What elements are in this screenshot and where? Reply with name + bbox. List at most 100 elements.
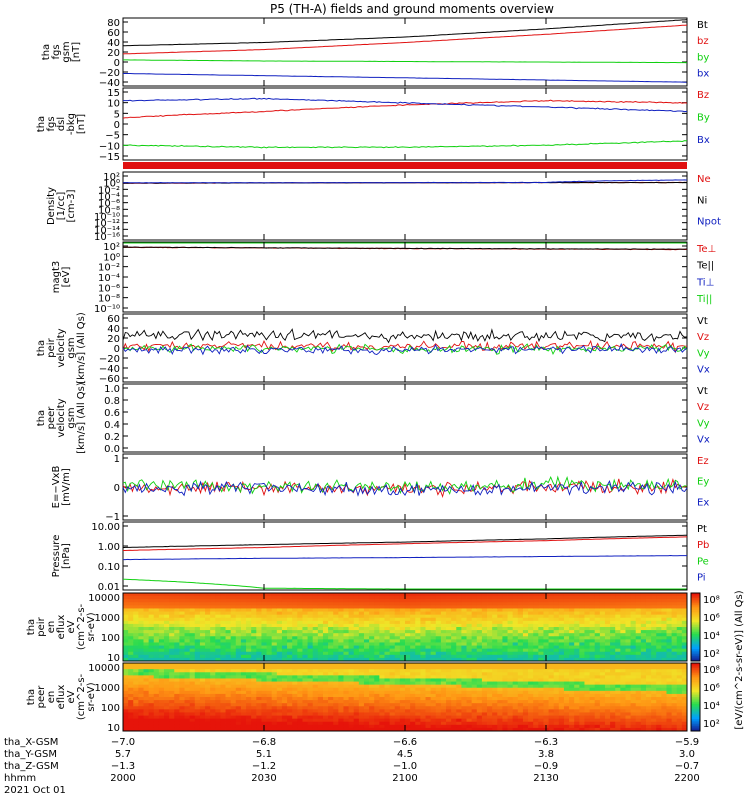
spec-cell bbox=[230, 678, 237, 682]
spec-cell bbox=[620, 687, 626, 692]
spec-cell bbox=[276, 721, 283, 726]
spec-cell bbox=[625, 669, 631, 673]
spec-cell bbox=[384, 687, 391, 692]
spec-cell bbox=[553, 672, 560, 676]
spec-cell bbox=[394, 724, 401, 729]
spec-cell bbox=[481, 681, 488, 686]
spec-cell bbox=[522, 687, 529, 692]
spec-cell bbox=[410, 697, 416, 701]
spec-cell bbox=[451, 693, 457, 698]
spec-cell bbox=[553, 666, 560, 670]
spec-cell bbox=[574, 684, 580, 689]
spec-cell bbox=[261, 608, 267, 612]
spec-cell bbox=[579, 599, 585, 603]
spec-cell bbox=[133, 642, 139, 646]
spec-cell bbox=[384, 617, 391, 622]
spec-cell bbox=[179, 715, 185, 720]
y-axis-label: sr-eV) bbox=[86, 682, 97, 711]
spec-cell bbox=[230, 599, 237, 603]
spec-cell bbox=[235, 663, 242, 667]
spec-cell bbox=[579, 620, 585, 625]
spec-cell bbox=[348, 687, 355, 692]
spec-cell bbox=[343, 690, 349, 695]
spec-cell bbox=[430, 672, 437, 676]
spec-cell bbox=[430, 605, 437, 609]
spec-cell bbox=[292, 623, 298, 628]
panel-frame bbox=[122, 241, 688, 313]
spec-cell bbox=[630, 651, 637, 656]
spec-cell bbox=[415, 666, 421, 670]
spec-cell bbox=[574, 657, 580, 662]
spec-cell bbox=[543, 690, 549, 695]
spec-cell bbox=[133, 620, 139, 625]
spec-cell bbox=[271, 648, 278, 653]
spec-cell bbox=[153, 593, 160, 597]
spec-cell bbox=[276, 639, 283, 643]
spec-cell bbox=[446, 617, 452, 622]
spec-cell bbox=[676, 657, 683, 662]
spec-cell bbox=[194, 639, 201, 643]
spec-cell bbox=[425, 633, 432, 637]
spec-cell bbox=[589, 687, 596, 692]
spec-cell bbox=[138, 633, 144, 637]
spec-cell bbox=[164, 623, 170, 628]
spec-cell bbox=[210, 669, 216, 673]
spec-cell bbox=[210, 648, 216, 653]
spec-cell bbox=[656, 605, 662, 609]
spec-cell bbox=[645, 593, 652, 597]
spec-cell bbox=[563, 605, 570, 609]
spec-cell bbox=[512, 675, 519, 679]
y-axis-label: eflux bbox=[56, 615, 67, 640]
spec-cell bbox=[307, 620, 314, 625]
spec-cell bbox=[215, 703, 221, 707]
spec-cell bbox=[507, 657, 514, 662]
spec-cell bbox=[671, 627, 678, 631]
spec-cell bbox=[604, 700, 611, 704]
spec-cell bbox=[430, 623, 437, 628]
spec-cell bbox=[312, 678, 319, 682]
spec-cell bbox=[148, 651, 155, 656]
spec-cell bbox=[548, 669, 555, 673]
spec-cell bbox=[497, 727, 503, 732]
spec-cell bbox=[569, 639, 575, 643]
spec-cell bbox=[476, 648, 483, 653]
spec-cell bbox=[481, 724, 488, 729]
spec-cell bbox=[338, 681, 344, 686]
spec-cell bbox=[363, 633, 370, 637]
spec-cell bbox=[292, 648, 298, 653]
spec-cell bbox=[553, 620, 560, 625]
spec-cell bbox=[584, 633, 590, 637]
spec-cell bbox=[471, 657, 478, 662]
spec-cell bbox=[153, 599, 160, 603]
spec-cell bbox=[538, 642, 544, 646]
spec-cell bbox=[333, 627, 339, 631]
spec-cell bbox=[169, 690, 175, 695]
spec-cell bbox=[620, 648, 626, 653]
spec-cell bbox=[256, 623, 262, 628]
spec-cell bbox=[143, 627, 150, 631]
spec-cell bbox=[220, 620, 226, 625]
spec-cell bbox=[420, 614, 426, 619]
spec-cell bbox=[594, 654, 601, 659]
spec-cell bbox=[292, 690, 298, 695]
spec-cell bbox=[497, 605, 503, 609]
spec-cell bbox=[410, 693, 416, 698]
spec-cell bbox=[210, 608, 216, 612]
spec-cell bbox=[420, 617, 426, 622]
spec-cell bbox=[348, 663, 355, 667]
spec-cell bbox=[143, 678, 150, 682]
spec-cell bbox=[220, 703, 226, 707]
spec-cell bbox=[338, 678, 344, 682]
spec-cell bbox=[363, 657, 370, 662]
spec-cell bbox=[456, 687, 462, 692]
spec-cell bbox=[210, 645, 216, 650]
spec-cell bbox=[471, 608, 478, 612]
spec-cell bbox=[276, 645, 283, 650]
spec-cell bbox=[261, 693, 267, 698]
spec-cell bbox=[558, 636, 565, 640]
spec-cell bbox=[256, 715, 262, 720]
spec-cell bbox=[174, 669, 180, 673]
spec-cell bbox=[410, 672, 416, 676]
spec-cell bbox=[517, 721, 524, 726]
